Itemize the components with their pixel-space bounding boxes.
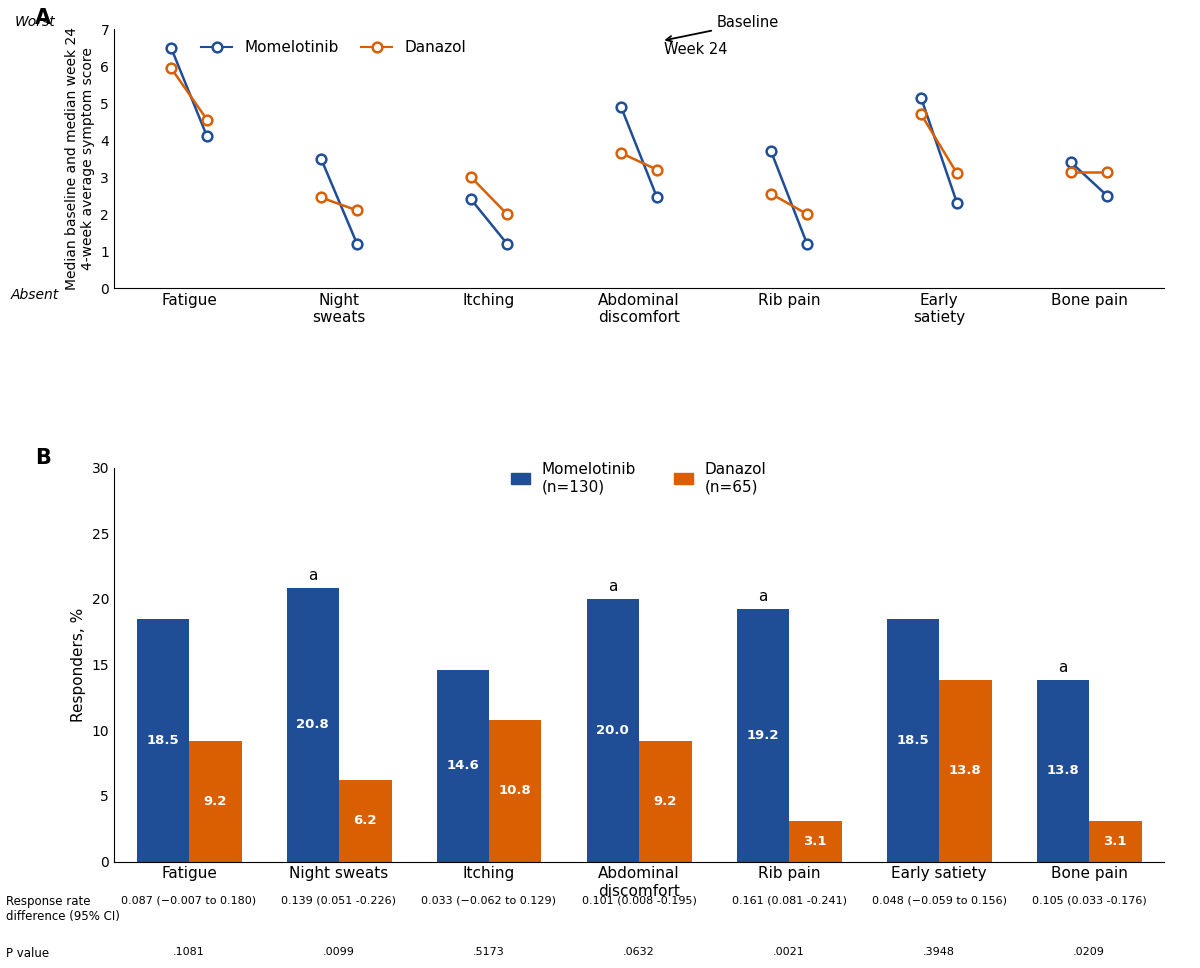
Text: 0.087 (−0.007 to 0.180): 0.087 (−0.007 to 0.180) [121,895,257,905]
Text: 18.5: 18.5 [896,734,929,746]
Bar [137,619,190,862]
Text: 0.101 (0.008 -0.195): 0.101 (0.008 -0.195) [582,895,696,905]
Text: a: a [758,590,768,604]
Text: .0099: .0099 [323,947,355,956]
Legend: Momelotinib, Danazol: Momelotinib, Danazol [196,34,472,61]
Text: Absent: Absent [11,288,59,302]
Text: 14.6: 14.6 [446,759,479,772]
Text: 13.8: 13.8 [1046,765,1079,777]
Text: .0021: .0021 [773,947,805,956]
Text: 18.5: 18.5 [146,734,179,746]
Bar [1090,821,1141,862]
Bar [587,599,640,862]
Bar [287,589,340,862]
Text: B: B [35,448,52,468]
Text: 0.048 (−0.059 to 0.156): 0.048 (−0.059 to 0.156) [871,895,1007,905]
Text: .5173: .5173 [473,947,505,956]
Text: 0.105 (0.033 -0.176): 0.105 (0.033 -0.176) [1032,895,1146,905]
Text: P value: P value [6,947,49,959]
Text: a: a [1058,660,1068,675]
Bar [737,610,790,862]
Bar [790,821,841,862]
Text: A: A [35,9,52,28]
Bar [190,741,241,862]
Text: 19.2: 19.2 [746,729,779,742]
Y-axis label: Median baseline and median week 24
4-week average symptom score: Median baseline and median week 24 4-wee… [65,27,95,290]
Text: .0209: .0209 [1073,947,1105,956]
Bar [340,780,391,862]
Bar [640,741,691,862]
Text: 9.2: 9.2 [204,795,227,807]
Text: 0.033 (−0.062 to 0.129): 0.033 (−0.062 to 0.129) [421,895,557,905]
Y-axis label: Responders, %: Responders, % [71,608,86,722]
Text: Worst: Worst [14,15,55,29]
Text: 6.2: 6.2 [354,814,377,828]
Text: Week 24: Week 24 [665,42,728,57]
Bar [437,670,490,862]
Bar [940,681,991,862]
Text: 3.1: 3.1 [804,834,827,848]
Legend: Momelotinib
(n=130), Danazol
(n=65): Momelotinib (n=130), Danazol (n=65) [505,456,773,500]
Text: 20.0: 20.0 [596,724,629,737]
Bar [887,619,940,862]
Bar [1037,681,1090,862]
Text: 0.161 (0.081 -0.241): 0.161 (0.081 -0.241) [732,895,846,905]
Text: .0632: .0632 [623,947,655,956]
Text: 0.139 (0.051 -0.226): 0.139 (0.051 -0.226) [282,895,396,905]
Bar [490,720,541,862]
Text: .3948: .3948 [923,947,955,956]
Text: 20.8: 20.8 [296,718,329,732]
Text: a: a [308,568,318,583]
Text: a: a [608,579,618,593]
Text: 13.8: 13.8 [949,765,982,777]
Text: 9.2: 9.2 [654,795,677,807]
Text: 10.8: 10.8 [499,784,532,797]
Text: Baseline: Baseline [718,15,779,30]
Text: 3.1: 3.1 [1104,834,1127,848]
Text: .1081: .1081 [173,947,205,956]
Text: Response rate
difference (95% CI): Response rate difference (95% CI) [6,895,120,923]
